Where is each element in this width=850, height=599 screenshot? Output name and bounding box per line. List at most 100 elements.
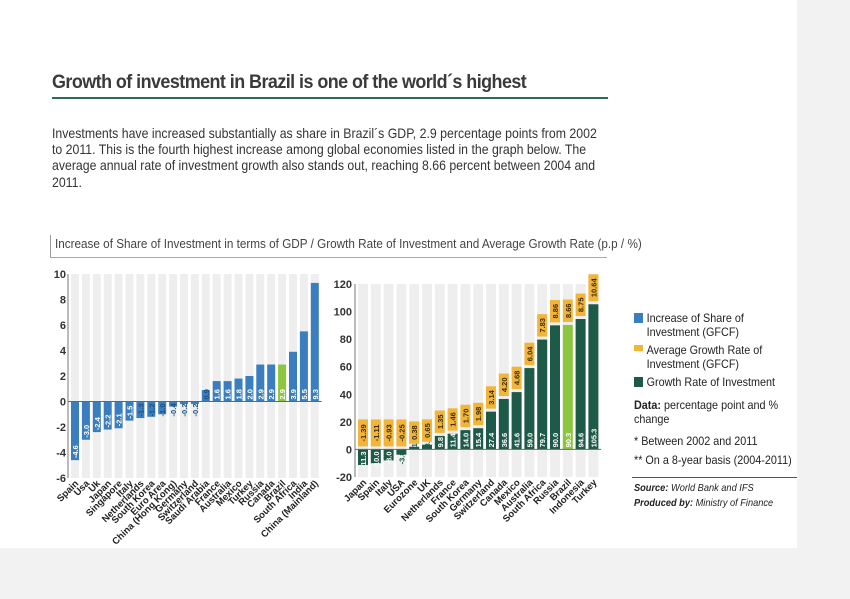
- y-tick-label: -20: [336, 472, 352, 484]
- avg-rate-box: [447, 408, 458, 431]
- legend-share: Increase of Share of Investment (GFCF): [634, 311, 792, 339]
- bar-value-label: -1.3: [136, 404, 145, 417]
- avg-rate-label: 0.38: [410, 425, 419, 440]
- bar-background: [201, 274, 210, 478]
- legend-swatch-orange: [634, 345, 643, 351]
- bar: [125, 401, 134, 421]
- bar-background: [147, 274, 156, 478]
- bar-value-label: -0.4: [169, 403, 178, 417]
- bar: [383, 449, 394, 461]
- bar-background: [223, 274, 232, 478]
- bar: [396, 449, 407, 455]
- bar: [212, 381, 221, 402]
- bar-value-label: 1.6: [224, 389, 233, 399]
- bar: [550, 325, 560, 450]
- bar: [278, 364, 287, 402]
- bar: [299, 331, 308, 402]
- bar: [114, 401, 123, 429]
- bar-value-label: 0.9: [202, 389, 211, 399]
- legend-share-label: Increase of Share of Investment (GFCF): [646, 311, 744, 339]
- bar-background: [358, 284, 368, 477]
- avg-rate-label: 10.64: [589, 278, 598, 298]
- bar-value-label: 3.9: [289, 389, 298, 399]
- data-note-text: percentage point and % change: [634, 398, 779, 426]
- bar: [460, 430, 471, 450]
- bar-value-label: -0.2: [191, 404, 200, 417]
- bar: [511, 392, 522, 450]
- avg-rate-label: 1.98: [474, 407, 483, 422]
- growth-value-label: 27.4: [487, 432, 496, 447]
- bar: [473, 428, 484, 450]
- avg-rate-box: [562, 299, 573, 322]
- y-tick-label: -4: [56, 448, 67, 460]
- avg-rate-label: 4.68: [513, 371, 522, 386]
- page-title: Growth of investment in Brazil is one of…: [52, 71, 527, 93]
- growth-value-label: 94.6: [577, 433, 586, 448]
- y-tick-label: -2: [56, 422, 66, 434]
- legend-swatch-blue: [634, 313, 643, 323]
- bar: [147, 401, 156, 417]
- y-tick-label: 20: [340, 417, 352, 429]
- bar-background: [71, 274, 79, 478]
- avg-rate-box: [370, 419, 381, 447]
- bar: [103, 401, 112, 430]
- bar-value-label: -3.0: [82, 425, 91, 438]
- growth-value-label: 41.6: [513, 433, 522, 448]
- data-note-label: Data:: [634, 398, 662, 412]
- growth-value-label: -11.3: [359, 451, 368, 468]
- bar-value-label: 2.0: [245, 389, 254, 399]
- source-text: World Bank and IFS: [670, 482, 754, 494]
- bar: [201, 390, 210, 402]
- bar: [256, 364, 265, 402]
- avg-rate-box: [434, 410, 445, 433]
- bar: [190, 401, 199, 405]
- legend-avg-label: Average Growth Rate of Investment (GFCF): [646, 343, 763, 371]
- bar-background: [460, 284, 471, 477]
- bar-value-label: 2.9: [267, 389, 276, 399]
- avg-rate-label: -0.93: [385, 424, 394, 441]
- bar-background: [158, 274, 167, 478]
- avg-rate-label: 3.14: [487, 389, 496, 404]
- avg-rate-box: [511, 366, 522, 390]
- avg-rate-label: 7.83: [538, 318, 547, 333]
- bar: [562, 324, 573, 450]
- bar: [447, 433, 458, 450]
- chart-share-increase: -6-4-20246810-4.6Spain-3.0Usa-2.4Uk-2.2J…: [54, 269, 322, 547]
- avg-rate-box: [409, 421, 420, 444]
- growth-value-label: -8.0: [385, 451, 394, 464]
- bar-value-label: 2.9: [278, 389, 287, 399]
- bar: [486, 411, 496, 450]
- bar-background: [396, 284, 407, 477]
- bar-value-label: -1.0: [158, 404, 167, 417]
- bar: [234, 378, 243, 402]
- avg-rate-box: [460, 404, 471, 428]
- avg-rate-box: [498, 373, 509, 396]
- produced-text: Ministry of Finance: [695, 497, 774, 509]
- bar: [537, 339, 548, 450]
- bar-value-label: -1.5: [126, 406, 135, 419]
- growth-value-label: 105.3: [589, 429, 598, 448]
- bar: [223, 381, 232, 402]
- bar: [81, 401, 90, 440]
- bar: [358, 449, 368, 466]
- bar: [524, 368, 535, 450]
- legend-rule: [632, 477, 797, 478]
- bar-value-label: -2.4: [93, 416, 102, 430]
- avg-rate-label: 8.75: [577, 298, 586, 313]
- bar: [180, 401, 188, 405]
- bar-background: [234, 274, 243, 478]
- growth-value-label: 15.4: [474, 432, 483, 447]
- legend-avg: Average Growth Rate of Investment (GFCF): [634, 343, 792, 371]
- bar: [169, 401, 178, 407]
- footnote-1: * Between 2002 and 2011: [634, 434, 758, 448]
- avg-rate-box: [422, 419, 432, 442]
- y-tick-label: 8: [60, 295, 66, 307]
- bar-value-label: 2.9: [256, 389, 265, 399]
- bar-background: [169, 274, 178, 478]
- growth-value-label: 3.4: [423, 436, 432, 447]
- y-tick-label: -6: [56, 473, 66, 485]
- bar: [71, 401, 79, 461]
- bar-background: [473, 284, 484, 477]
- avg-rate-label: 8.86: [551, 304, 560, 319]
- bar: [92, 401, 101, 433]
